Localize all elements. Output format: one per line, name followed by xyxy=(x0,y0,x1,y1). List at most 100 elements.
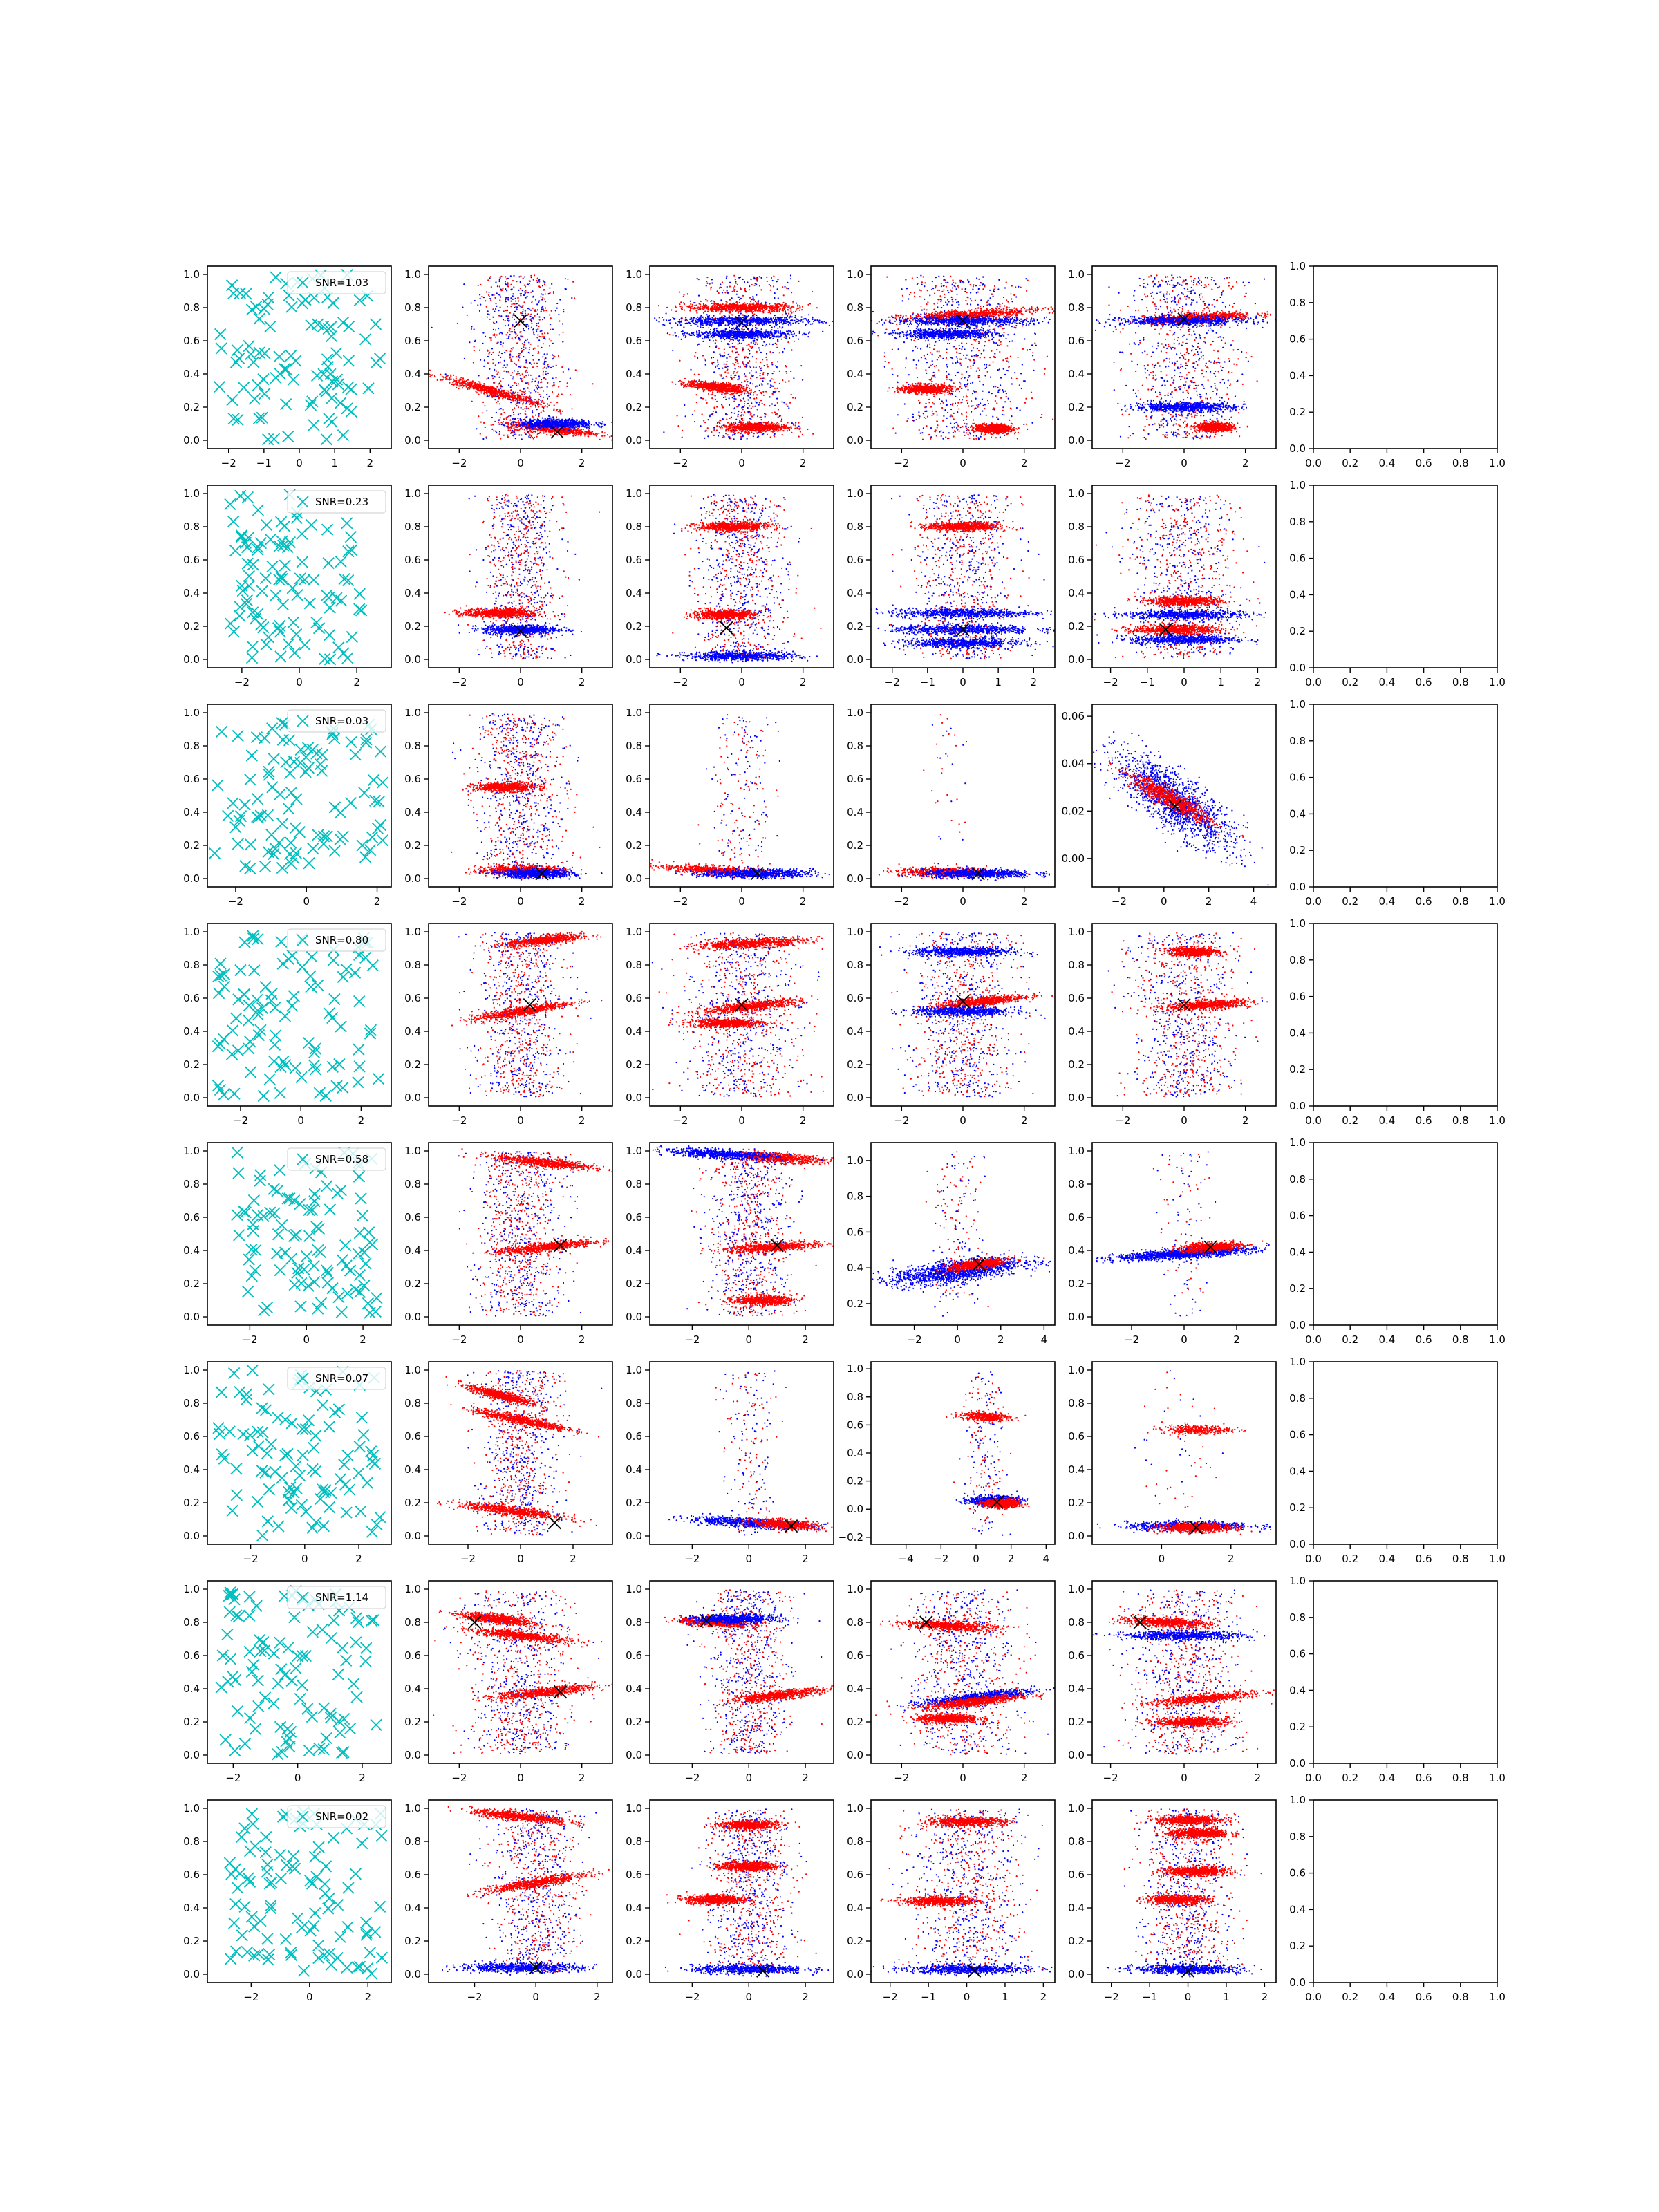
data-point xyxy=(500,362,501,363)
data-point xyxy=(684,303,685,305)
data-point xyxy=(786,373,787,374)
data-point xyxy=(710,289,711,290)
data-point xyxy=(755,324,756,326)
data-point xyxy=(718,432,720,433)
data-point xyxy=(683,302,684,303)
data-point xyxy=(541,347,542,348)
data-point xyxy=(534,419,535,420)
data-point xyxy=(507,364,508,366)
data-point xyxy=(490,388,491,390)
data-point xyxy=(573,421,574,422)
data-point xyxy=(710,288,711,289)
data-point xyxy=(463,386,465,387)
data-point xyxy=(503,342,504,344)
data-point xyxy=(532,423,534,424)
data-point xyxy=(537,281,538,283)
data-point xyxy=(742,435,744,437)
data-point xyxy=(487,362,489,364)
data-point xyxy=(487,356,489,357)
data-point xyxy=(765,302,767,303)
data-point xyxy=(533,348,534,350)
data-point xyxy=(679,292,680,293)
data-point xyxy=(802,434,803,435)
data-point xyxy=(537,388,538,390)
data-point xyxy=(562,323,563,324)
data-point xyxy=(724,324,726,326)
data-point xyxy=(723,397,724,398)
data-point xyxy=(530,435,532,437)
data-point xyxy=(540,396,541,397)
data-point xyxy=(799,310,800,311)
data-point xyxy=(729,418,731,419)
data-point xyxy=(590,432,591,433)
data-point xyxy=(773,285,774,287)
data-point xyxy=(749,411,750,412)
data-point xyxy=(565,422,566,423)
data-point xyxy=(729,394,731,395)
data-point xyxy=(520,331,521,332)
data-point xyxy=(727,370,728,371)
data-point xyxy=(533,431,534,432)
data-point xyxy=(722,378,723,379)
data-point xyxy=(767,364,768,366)
data-point xyxy=(756,366,757,368)
data-point xyxy=(531,364,532,365)
data-point xyxy=(705,299,706,300)
data-point xyxy=(757,278,758,279)
data-point xyxy=(729,315,730,316)
data-point xyxy=(571,297,572,299)
data-point xyxy=(737,379,738,380)
data-point xyxy=(679,306,681,307)
data-point xyxy=(534,309,536,310)
data-point xyxy=(721,405,722,406)
data-point xyxy=(731,417,732,418)
data-point xyxy=(512,372,513,373)
data-point xyxy=(727,286,728,288)
data-point xyxy=(696,312,697,314)
data-point xyxy=(739,302,740,303)
data-point xyxy=(697,308,698,309)
data-point xyxy=(790,307,791,308)
data-point xyxy=(733,395,735,397)
data-point xyxy=(734,358,735,359)
data-point xyxy=(722,292,723,293)
data-point xyxy=(509,357,511,358)
data-point xyxy=(517,399,518,400)
data-point xyxy=(537,385,538,386)
data-point xyxy=(550,329,551,330)
data-point xyxy=(782,286,783,288)
data-point xyxy=(503,418,505,420)
data-point xyxy=(532,437,533,438)
data-point xyxy=(744,307,746,308)
data-point xyxy=(718,310,719,312)
data-point xyxy=(715,345,717,346)
data-point xyxy=(533,279,534,281)
data-point xyxy=(570,377,571,379)
data-point xyxy=(454,384,456,385)
data-point xyxy=(744,302,745,303)
data-point xyxy=(808,314,809,315)
data-point xyxy=(553,292,554,294)
data-point xyxy=(544,332,545,334)
data-point xyxy=(518,420,519,422)
data-point xyxy=(498,424,500,425)
data-point xyxy=(524,400,525,401)
data-point xyxy=(532,426,534,427)
data-point xyxy=(456,382,457,383)
data-point xyxy=(497,285,498,287)
data-point xyxy=(550,324,551,325)
data-point xyxy=(590,433,592,435)
data-point xyxy=(514,311,516,312)
data-point xyxy=(545,418,546,419)
data-point xyxy=(494,335,495,336)
data-point xyxy=(505,320,506,321)
data-point xyxy=(706,300,708,301)
data-point xyxy=(775,309,776,310)
data-point xyxy=(562,332,563,333)
data-point xyxy=(538,381,539,382)
data-point xyxy=(802,379,803,381)
data-point xyxy=(534,425,535,427)
data-point xyxy=(480,359,481,361)
data-point xyxy=(536,329,537,330)
data-point xyxy=(586,424,588,425)
